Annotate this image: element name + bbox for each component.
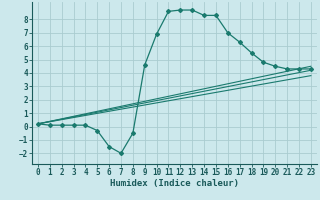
X-axis label: Humidex (Indice chaleur): Humidex (Indice chaleur)	[110, 179, 239, 188]
